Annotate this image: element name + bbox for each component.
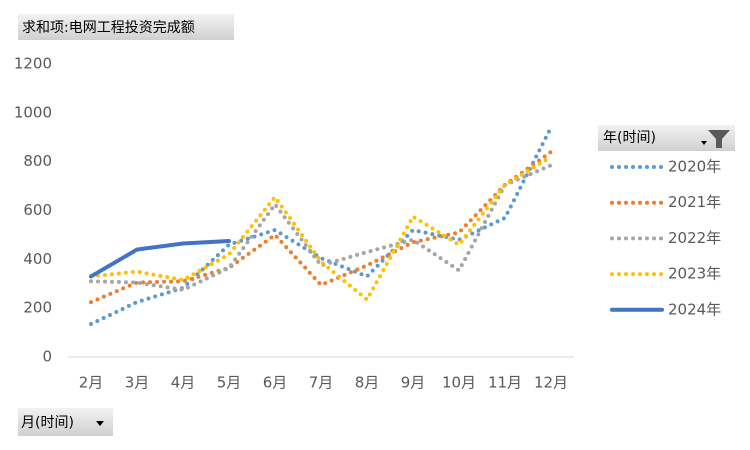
filter-icon [708,130,730,148]
y-tick-label: 0 [42,348,52,366]
legend-field-button[interactable]: 年(时间) [598,125,735,151]
series-line [89,154,553,303]
x-tick-label: 10月 [442,374,476,392]
y-tick-label: 600 [23,201,52,219]
x-tick-label: 3月 [125,374,150,392]
dropdown-arrow [96,421,104,426]
legend-entry: 2020年 [610,158,721,176]
x-tick-label: 8月 [355,374,380,392]
x-tick-label: 11月 [488,374,522,392]
value-field-label: 求和项:电网工程投资完成额 [22,20,195,36]
x-tick-label: 12月 [534,374,568,392]
legend-label: 2020年 [668,158,721,176]
value-field-button[interactable]: 求和项:电网工程投资完成额 [18,14,234,40]
x-tick-label: 2月 [79,374,104,392]
y-tick-label: 800 [23,152,52,170]
x-tick-label: 6月 [263,374,288,392]
legend-entry: 2021年 [610,193,721,211]
legend-entry: 2022年 [610,229,721,247]
dropdown-arrow [701,141,707,145]
y-tick-label: 200 [23,299,52,317]
x-tick-label: 5月 [217,374,242,392]
legend-label: 2024年 [668,300,721,318]
y-tick-label: 1200 [14,55,52,73]
button-bg [598,125,735,151]
x-field-label: 月(时间) [21,415,74,431]
x-tick-label: 4月 [171,374,196,392]
legend-title: 年(时间) [603,130,656,146]
legend-entry: 2024年 [610,300,721,318]
series-line [89,239,231,279]
series-line [89,149,553,305]
x-tick-label: 7月 [309,374,334,392]
legend-entry: 2023年 [610,265,721,283]
y-tick-label: 400 [23,250,52,268]
y-tick-label: 1000 [14,103,52,121]
x-field-button[interactable]: 月(时间) [18,408,113,436]
series-line [89,163,553,292]
x-tick-label: 9月 [401,374,426,392]
legend-label: 2022年 [668,229,721,247]
legend-label: 2023年 [668,265,721,283]
series-line [89,125,553,327]
button-bg [18,14,234,40]
legend-label: 2021年 [668,193,721,211]
